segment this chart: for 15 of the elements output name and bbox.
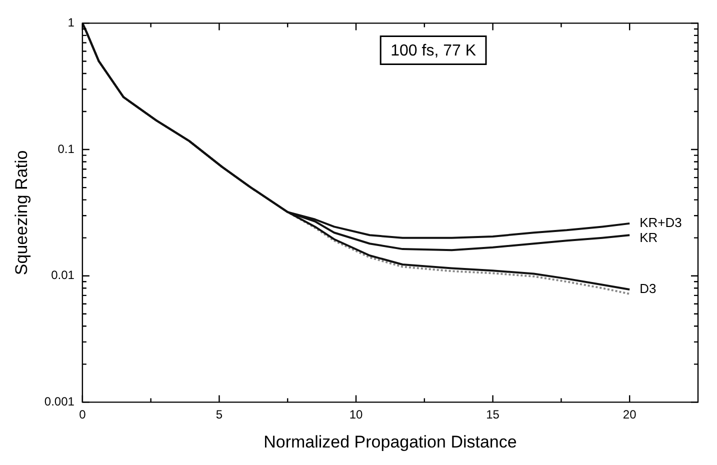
x-tick-label: 10	[349, 408, 364, 422]
x-tick-label: 20	[622, 408, 637, 422]
annotation: 100 fs, 77 K	[390, 42, 476, 60]
x-tick-label: 5	[216, 408, 223, 422]
y-tick-label: 0.001	[44, 394, 75, 409]
x-tick-label: 0	[79, 408, 86, 422]
x-tick-label: 15	[486, 408, 500, 422]
y-tick-label: 1	[68, 16, 75, 30]
series-label: KR	[640, 230, 658, 246]
y-tick-label: 0.01	[51, 268, 75, 282]
y-tick-label: 0.1	[58, 142, 75, 156]
x-axis-title: Normalized Propagation Distance	[264, 432, 517, 452]
y-axis-title: Squeezing Ratio	[12, 150, 31, 276]
series-label: D3	[640, 281, 656, 296]
series-label: KR+D3	[640, 215, 682, 230]
